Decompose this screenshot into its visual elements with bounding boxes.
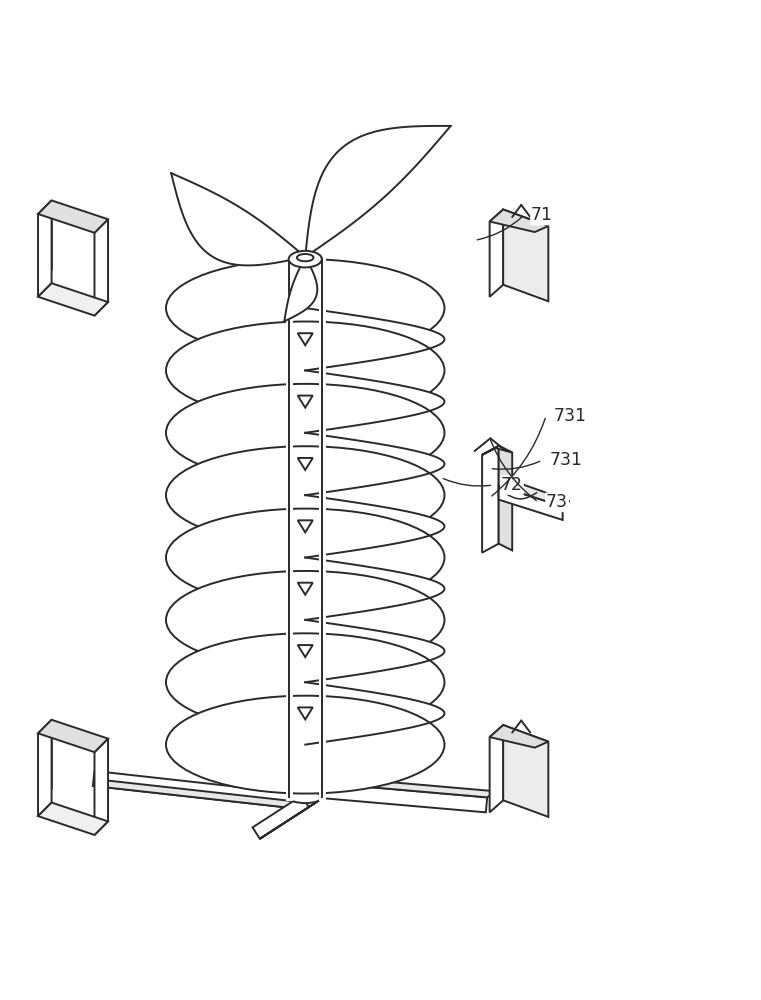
Polygon shape: [305, 370, 444, 433]
Polygon shape: [285, 257, 317, 321]
Ellipse shape: [288, 252, 322, 267]
Polygon shape: [482, 446, 498, 553]
Ellipse shape: [288, 251, 322, 267]
Polygon shape: [171, 173, 305, 265]
Ellipse shape: [166, 509, 444, 606]
Polygon shape: [489, 725, 503, 812]
Ellipse shape: [166, 446, 444, 544]
Polygon shape: [482, 446, 512, 455]
Ellipse shape: [166, 322, 444, 419]
Ellipse shape: [166, 633, 444, 731]
Polygon shape: [298, 333, 313, 345]
Text: 731: 731: [553, 407, 587, 425]
Polygon shape: [305, 495, 444, 558]
Polygon shape: [298, 583, 313, 595]
Polygon shape: [301, 745, 373, 799]
Polygon shape: [260, 801, 318, 839]
Polygon shape: [298, 396, 313, 408]
Polygon shape: [305, 433, 444, 495]
Polygon shape: [314, 776, 496, 797]
Text: 731: 731: [550, 451, 583, 469]
Polygon shape: [305, 558, 444, 620]
Polygon shape: [93, 771, 298, 809]
Ellipse shape: [297, 254, 314, 261]
Polygon shape: [298, 520, 313, 532]
Ellipse shape: [166, 259, 444, 357]
Polygon shape: [301, 739, 374, 788]
Polygon shape: [489, 209, 503, 297]
Polygon shape: [253, 796, 309, 839]
Ellipse shape: [166, 571, 444, 669]
Polygon shape: [313, 782, 487, 812]
Polygon shape: [94, 219, 108, 316]
Text: 73: 73: [546, 493, 568, 511]
Ellipse shape: [166, 696, 444, 794]
Polygon shape: [498, 446, 512, 550]
Polygon shape: [503, 209, 549, 301]
Polygon shape: [38, 200, 52, 297]
Polygon shape: [498, 481, 569, 506]
Polygon shape: [38, 720, 108, 752]
Polygon shape: [489, 725, 549, 748]
Polygon shape: [298, 645, 313, 657]
Polygon shape: [498, 486, 562, 520]
Polygon shape: [298, 707, 313, 719]
Polygon shape: [38, 803, 108, 835]
Polygon shape: [305, 620, 444, 682]
Polygon shape: [305, 126, 451, 257]
Polygon shape: [94, 739, 108, 835]
Polygon shape: [503, 725, 549, 817]
Polygon shape: [93, 780, 305, 809]
Polygon shape: [38, 720, 52, 816]
Polygon shape: [489, 209, 549, 232]
Text: 71: 71: [531, 206, 553, 224]
Ellipse shape: [288, 792, 322, 803]
Polygon shape: [38, 283, 108, 316]
Ellipse shape: [288, 252, 322, 267]
Polygon shape: [305, 308, 444, 370]
Polygon shape: [38, 200, 108, 233]
Ellipse shape: [166, 384, 444, 482]
Polygon shape: [298, 458, 313, 470]
Text: 72: 72: [501, 476, 523, 494]
Polygon shape: [305, 682, 444, 745]
